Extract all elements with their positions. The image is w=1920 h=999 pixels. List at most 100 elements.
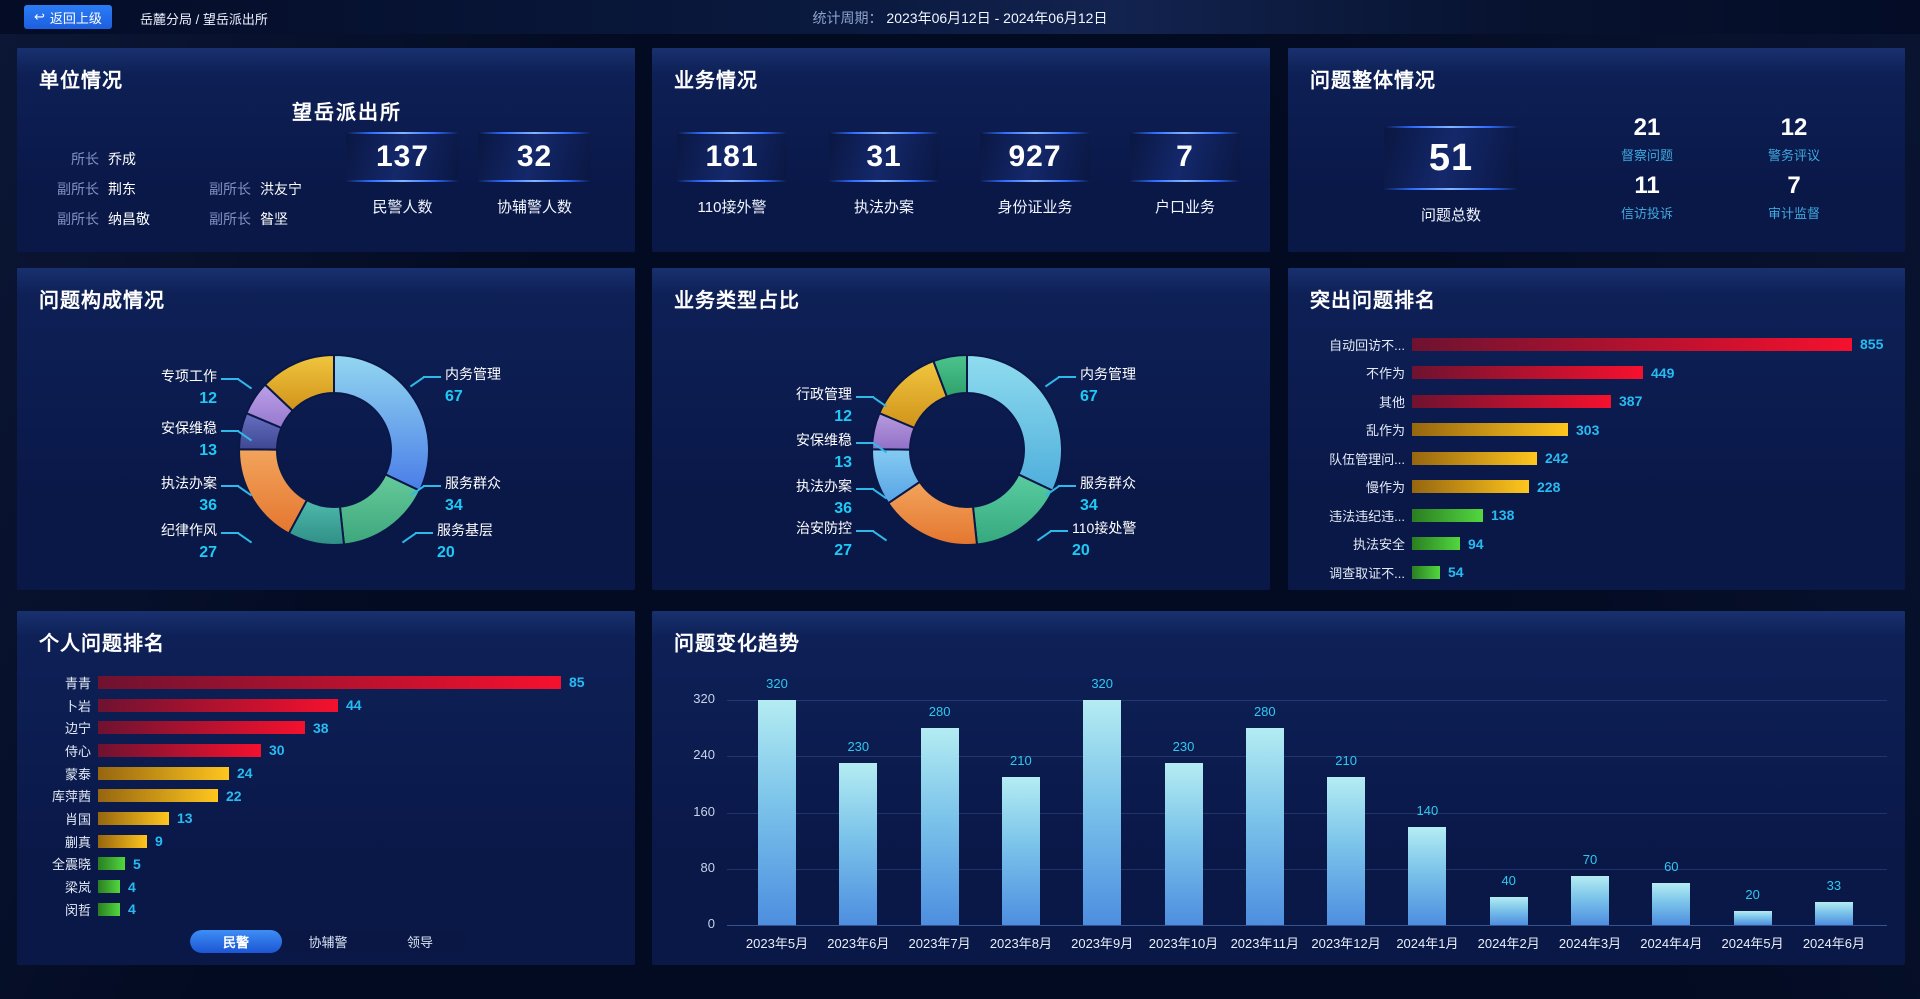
pie-label-name: 内务管理 <box>1080 366 1136 382</box>
panel-business-overview: 业务情况 181 110接外警 31 执法办案 927 身份证业务 7 户口业务 <box>652 48 1270 252</box>
bar <box>1412 480 1529 494</box>
x-axis-tick-label: 2024年5月 <box>1721 936 1784 951</box>
column-bar <box>1733 911 1772 925</box>
pie-label-name: 110接处警 <box>1072 520 1137 536</box>
bar-category-label: 库萍茜 <box>51 789 91 805</box>
stat-tile-box: 137 <box>346 132 459 182</box>
back-button[interactable]: ↩ 返回上级 <box>24 5 112 29</box>
bar-category-label: 自动回访不... <box>1329 337 1405 353</box>
gridline-80 <box>727 868 1887 870</box>
pie-label-value: 36 <box>834 500 852 517</box>
roster-entry: 副所长 纳昌敬 <box>35 209 187 229</box>
panel-unit-overview: 单位情况 望岳派出所 所长 乔成 副所长 荆东 副所长 洪友宁 <box>17 48 635 252</box>
bar-category-label: 卜岩 <box>64 698 91 714</box>
ministat-petition: 11 信访投诉 <box>1582 172 1712 222</box>
bar-value: 242 <box>1545 450 1569 467</box>
back-arrow-icon: ↩ <box>34 9 45 24</box>
stat-label: 110接外警 <box>697 199 767 216</box>
x-axis-tick-label: 2023年9月 <box>1071 936 1134 951</box>
roster-role: 副所长 <box>57 181 99 197</box>
tab-xiefujing[interactable]: 协辅警 <box>282 930 374 953</box>
panel-title-top-problems: 突出问题排名 <box>1310 290 1436 312</box>
x-axis-tick-label: 2023年7月 <box>908 936 971 951</box>
x-axis-tick-label: 2023年6月 <box>827 936 890 951</box>
column-bar <box>1083 700 1122 925</box>
bar <box>98 880 120 894</box>
roster-role: 副所长 <box>209 211 251 227</box>
stat-tile-auxiliary-count: 32 协辅警人数 <box>478 132 591 217</box>
pie-label: 治安防控 27 <box>742 518 874 561</box>
stat-value: 137 <box>375 140 430 173</box>
bar <box>98 789 218 803</box>
ministat-inspection: 21 督察问题 <box>1582 114 1712 164</box>
bar-value: 449 <box>1651 364 1675 381</box>
stat-tile-box: 7 <box>1130 132 1240 182</box>
column-bar <box>1001 777 1040 925</box>
ministat-audit: 7 审计监督 <box>1729 172 1859 222</box>
bar-category-label: 闵哲 <box>64 902 91 918</box>
stat-label: 问题总数 <box>1420 207 1481 224</box>
column-value: 280 <box>928 704 951 719</box>
pie-label: 110接处警 20 <box>1050 518 1182 561</box>
bar <box>1412 366 1643 380</box>
stat-value: 11 <box>1634 172 1660 199</box>
bar-value: 4 <box>128 901 136 918</box>
stat-tile-household: 7 户口业务 <box>1130 132 1240 217</box>
x-axis-tick-label: 2024年6月 <box>1802 936 1865 951</box>
bar <box>1412 537 1460 551</box>
roster-entry: 所长 乔成 <box>35 149 187 169</box>
bar-value: 387 <box>1619 393 1643 410</box>
stat-label: 户口业务 <box>1154 199 1215 216</box>
roster-entry: 副所长 昝坚 <box>187 209 339 229</box>
pie-label: 专项工作 12 <box>107 366 239 409</box>
bar <box>1412 394 1611 408</box>
tab-minjing[interactable]: 民警 <box>190 930 282 953</box>
stat-value: 12 <box>1780 114 1808 141</box>
pie-label-value: 27 <box>834 542 852 559</box>
bar <box>98 902 120 916</box>
pie-label: 安保维稳 13 <box>742 430 874 473</box>
bar-row: 梁岚 4 <box>29 875 585 898</box>
bar-category-label: 队伍管理问... <box>1329 451 1405 467</box>
panel-problem-composition: 问题构成情况 专项工作 12 安保维稳 13 执法办案 36 纪律作风 27 内… <box>17 268 635 590</box>
roster-row: 副所长 纳昌敬 副所长 昝坚 <box>35 204 345 234</box>
bar-category-label: 边宁 <box>64 721 91 737</box>
pie-label: 服务群众 34 <box>423 473 555 516</box>
column-value: 20 <box>1745 887 1760 902</box>
bar-row: 不作为 449 <box>1300 359 1883 388</box>
stat-value: 927 <box>1008 140 1062 173</box>
pie-label-value: 67 <box>445 388 463 405</box>
stat-tile-box: 927 <box>980 132 1090 182</box>
tab-lingdao[interactable]: 领导 <box>374 930 466 953</box>
gridline-160 <box>727 812 1887 814</box>
pie-label-name: 纪律作风 <box>161 522 217 538</box>
stat-tile-box: 31 <box>829 132 939 182</box>
stat-value: 51 <box>1428 136 1474 179</box>
bar <box>1412 508 1483 522</box>
panel-title-composition: 问题构成情况 <box>39 290 165 312</box>
pie-segment-行政管理 <box>932 353 968 398</box>
x-axis-tick-label: 2024年2月 <box>1477 936 1540 951</box>
gridline-240 <box>727 756 1887 758</box>
bar-category-label: 执法安全 <box>1352 537 1405 553</box>
bar-value: 54 <box>1448 564 1464 581</box>
bar-category-label: 乱作为 <box>1365 423 1405 439</box>
bar-value: 138 <box>1491 507 1515 524</box>
pie-label-value: 20 <box>437 544 455 561</box>
pie-label-name: 服务群众 <box>1080 475 1136 491</box>
pie-label-value: 27 <box>199 544 217 561</box>
column-value: 140 <box>1416 803 1439 818</box>
stat-label: 审计监督 <box>1767 206 1820 221</box>
bar-value: 94 <box>1468 535 1484 552</box>
bar <box>98 721 305 735</box>
column-value: 230 <box>1172 739 1195 754</box>
bar-category-label: 侍心 <box>64 743 91 759</box>
panel-business-type-ratio: 业务类型占比 行政管理 12 安保维稳 13 执法办案 36 治安防控 27 内… <box>652 268 1270 590</box>
pie-label-name: 服务基层 <box>437 522 493 538</box>
pie-label: 执法办案 36 <box>107 473 239 516</box>
bar-category-label: 梁岚 <box>64 880 91 896</box>
pie-label: 安保维稳 13 <box>107 418 239 461</box>
roster-entry: 副所长 荆东 <box>35 179 187 199</box>
pie-label: 内务管理 67 <box>1058 364 1190 407</box>
pie-segment-服务群众 <box>971 473 1055 546</box>
